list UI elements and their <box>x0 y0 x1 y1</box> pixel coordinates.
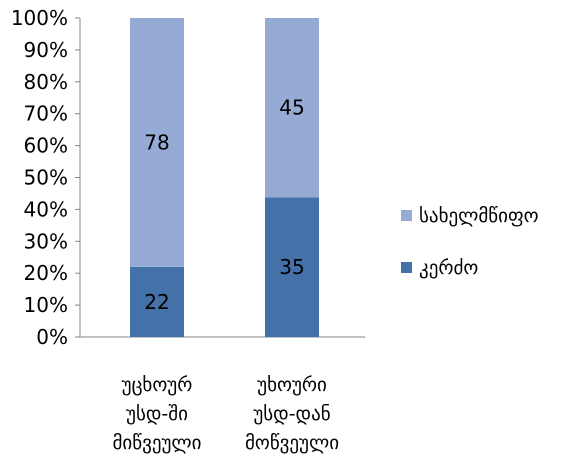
category-label: უცხოურ <box>122 374 193 396</box>
y-tick-label: 90% <box>24 38 68 62</box>
category-label: მოწვეული <box>245 432 339 454</box>
y-tick-label: 0% <box>36 325 68 349</box>
bar-series: 22 78 35 45 <box>130 18 319 337</box>
y-tick-label: 40% <box>24 197 68 221</box>
bar-segment <box>130 266 184 337</box>
legend-swatch <box>401 262 412 273</box>
bar-segment <box>265 18 319 198</box>
y-tick-label: 50% <box>24 166 68 190</box>
legend-swatch <box>401 210 412 221</box>
y-tick-label: 60% <box>24 134 68 158</box>
legend-label: კერძო <box>419 257 478 279</box>
legend-label: სახელმწიფო <box>419 205 539 227</box>
category-label: უხოური <box>257 374 327 396</box>
bar-segment <box>265 197 319 337</box>
legend: სახელმწიფო კერძო <box>401 205 539 279</box>
y-tick-label: 20% <box>24 261 68 285</box>
y-tick-label: 10% <box>24 293 68 317</box>
y-tick-label: 80% <box>24 70 68 94</box>
category-labels: უცხოურ უსდ-ში მიწვეული უხოური უსდ-დან მოწვეულ… <box>113 374 340 454</box>
data-label: 35 <box>279 255 304 279</box>
bar-segment <box>130 18 184 267</box>
category-label: უსდ-ში <box>126 403 188 425</box>
y-tick-label: 100% <box>11 6 68 30</box>
category-label: უსდ-დან <box>253 403 330 425</box>
category-label: მიწვეული <box>113 432 202 454</box>
data-label: 22 <box>144 290 169 314</box>
data-label: 78 <box>144 130 169 154</box>
y-tick-label: 30% <box>24 229 68 253</box>
y-tick-label: 70% <box>24 102 68 126</box>
data-label: 45 <box>279 96 304 120</box>
y-axis: 0% 10% 20% 30% 40% 50% 60% 70% 80% 90% 100% <box>11 6 365 349</box>
